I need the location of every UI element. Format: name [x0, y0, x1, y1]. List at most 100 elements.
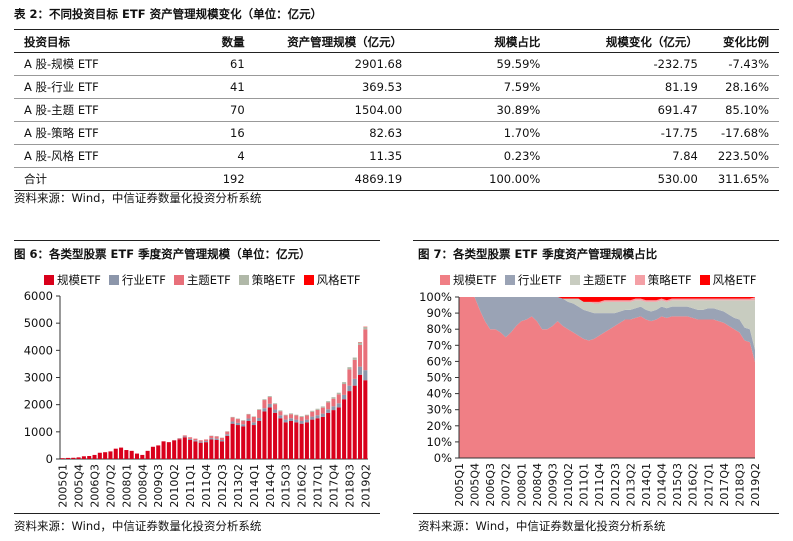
bar-segment [267, 407, 272, 459]
bar-segment [363, 327, 368, 330]
legend-swatch [504, 275, 515, 285]
legend-swatch [440, 275, 450, 285]
bar-segment [320, 413, 325, 417]
header-cell: 数量 [161, 31, 255, 53]
bar-segment [188, 439, 193, 459]
bar-segment [347, 369, 352, 386]
fig6-bottom-rule [14, 513, 380, 514]
bar-segment [336, 407, 341, 459]
x-tick-label: 2016Q2 [687, 463, 700, 507]
bar-segment [299, 423, 304, 459]
bar-segment [320, 407, 325, 414]
table-cell: 311.65% [707, 167, 779, 191]
x-tick-label: 2013Q2 [624, 463, 637, 507]
legend-item: 风格ETF [699, 272, 757, 288]
bar-segment [304, 422, 309, 459]
area-series [459, 297, 755, 350]
bar-segment [273, 404, 278, 410]
table-cell: A 股-风格 ETF [14, 144, 162, 168]
bar-segment [108, 451, 113, 459]
bar-segment [150, 446, 155, 459]
bar-segment [363, 380, 368, 459]
bar-segment [294, 419, 299, 423]
x-tick-label: 2018Q3 [733, 463, 746, 507]
table-cell: 合计 [14, 167, 162, 191]
x-tick-label: 2007Q2 [500, 463, 513, 507]
bar-segment [331, 406, 336, 411]
table-cell: -7.43% [707, 52, 779, 76]
area-series [459, 297, 755, 458]
legend-swatch [238, 275, 249, 285]
y-tick-label: 60% [426, 354, 452, 368]
bar-segment [262, 411, 267, 459]
table-cell: 16 [161, 121, 255, 145]
bar-segment [103, 452, 108, 459]
bar-segment [326, 409, 331, 413]
legend-item: 风格ETF [303, 272, 361, 288]
bar-segment [262, 400, 267, 409]
legend-item: 策略ETF [634, 272, 692, 288]
bar-segment [358, 342, 363, 345]
bar-segment [119, 447, 124, 459]
table-row: A 股-规模 ETF 61 2901.68 59.59% -232.75 -7.43% [14, 52, 779, 76]
bar-segment [241, 426, 246, 459]
fig6-top-rule [14, 240, 380, 241]
fig7-stacked-area-chart: 0%10%20%30%40%50%60%70%80%90%100%2005Q1 2… [419, 290, 762, 507]
bar-segment [193, 441, 198, 459]
bar-segment [129, 450, 134, 459]
table-cell: 61 [161, 52, 255, 76]
bar-segment [172, 440, 177, 459]
bar-segment [193, 440, 198, 442]
bar-segment [352, 357, 357, 360]
legend-swatch [173, 275, 184, 285]
x-tick-label: 2017Q4 [718, 463, 731, 507]
fig7-top-rule [413, 240, 779, 241]
bar-segment [304, 414, 309, 416]
bar-segment [113, 448, 118, 459]
bar-segment [352, 378, 357, 386]
bar-segment [283, 422, 288, 459]
bar-segment [331, 410, 336, 459]
x-tick-label: 2015Q3 [671, 463, 684, 507]
table-cell: 30.89% [412, 98, 551, 122]
y-tick-label: 40% [426, 387, 452, 401]
bar-segment [246, 418, 251, 421]
bar-segment [251, 416, 256, 417]
bar-segment [241, 420, 246, 425]
bar-segment [209, 435, 214, 439]
y-tick-label: 2000 [24, 398, 53, 412]
x-tick-label: 2014Q1 [640, 463, 653, 507]
table-cell: 100.00% [412, 167, 551, 191]
bar-segment [262, 399, 267, 401]
bar-segment [76, 457, 81, 459]
table-cell: 369.53 [254, 75, 413, 99]
bar-segment [219, 439, 224, 442]
table-cell: 1504.00 [254, 98, 413, 122]
bar-segment [267, 397, 272, 404]
bar-segment [310, 419, 315, 459]
bar-segment [299, 416, 304, 417]
bar-segment [273, 403, 278, 405]
table-row: A 股-风格 ETF 4 11.35 0.23% 7.84 223.50% [14, 144, 779, 168]
bar-segment [267, 403, 272, 408]
table-cell: A 股-主题 ETF [14, 98, 162, 122]
y-tick-label: 80% [426, 322, 452, 336]
bar-segment [198, 440, 203, 442]
bar-segment [342, 399, 347, 459]
table-cell: 223.50% [707, 144, 779, 168]
x-tick-label: 2005Q1 [453, 463, 466, 507]
bar-segment [315, 408, 320, 410]
bar-segment [320, 416, 325, 459]
y-tick-label: 100% [419, 290, 452, 304]
bar-segment [315, 418, 320, 459]
header-cell: 投资目标 [14, 31, 162, 53]
bar-segment [326, 402, 331, 410]
bar-segment [145, 450, 150, 459]
x-tick-label: 2007Q2 [104, 464, 117, 508]
bar-segment [246, 414, 251, 419]
fig6-legend: 规模ETF 行业ETF 主题ETF 策略ETF 风格ETF [44, 272, 369, 288]
bar-segment [310, 411, 315, 417]
table-cell: 7.84 [550, 144, 708, 168]
x-tick-label: 2013Q2 [232, 464, 245, 508]
